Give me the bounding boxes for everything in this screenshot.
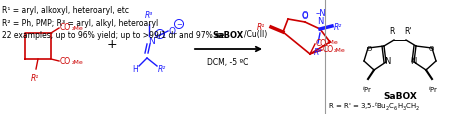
Text: ₂Me: ₂Me xyxy=(334,47,346,52)
Text: 22 examples; up to 96% yield; up to >99/1 dr and 97% ee: 22 examples; up to 96% yield; up to >99/… xyxy=(2,31,224,40)
Text: $^i$Pr: $^i$Pr xyxy=(362,84,373,95)
Text: ₂Me: ₂Me xyxy=(72,25,84,30)
Text: R³: R³ xyxy=(145,11,153,20)
Text: R¹: R¹ xyxy=(257,23,265,32)
Text: R³: R³ xyxy=(314,48,322,57)
Text: –N: –N xyxy=(316,8,327,17)
Text: CO: CO xyxy=(323,45,334,54)
Text: SaBOX: SaBOX xyxy=(212,30,244,39)
Text: ₂Me: ₂Me xyxy=(72,59,84,64)
Text: N: N xyxy=(149,36,155,45)
Text: R¹: R¹ xyxy=(31,73,39,82)
Text: O: O xyxy=(168,27,175,36)
Text: CO: CO xyxy=(60,57,71,66)
Text: R²: R² xyxy=(334,22,342,31)
Text: CO: CO xyxy=(316,38,327,47)
Text: /Cu(II): /Cu(II) xyxy=(244,30,267,39)
Text: −: − xyxy=(176,22,182,28)
Text: O: O xyxy=(366,46,372,52)
Text: $^i$Pr: $^i$Pr xyxy=(428,84,438,95)
Text: N: N xyxy=(410,57,416,66)
Text: N: N xyxy=(317,17,323,26)
Text: +: + xyxy=(157,32,163,37)
Text: N: N xyxy=(384,57,390,66)
Text: R: R xyxy=(389,26,395,35)
Text: ₂Me: ₂Me xyxy=(327,40,339,45)
Text: O: O xyxy=(301,10,308,19)
Text: SaBOX: SaBOX xyxy=(383,92,417,101)
Text: R² = Ph, PMP; R³ = aryl, alkyl, heteroaryl: R² = Ph, PMP; R³ = aryl, alkyl, heteroar… xyxy=(2,18,158,27)
Text: R²: R² xyxy=(158,65,166,74)
Text: R¹ = aryl, alkoxyl, heteroaryl, etc: R¹ = aryl, alkoxyl, heteroaryl, etc xyxy=(2,5,129,14)
Text: O: O xyxy=(428,46,434,52)
Text: +: + xyxy=(107,38,117,51)
Text: H: H xyxy=(132,65,138,74)
Text: R = R' = 3,5-$^t$Bu$_2$C$_6$H$_3$CH$_2$: R = R' = 3,5-$^t$Bu$_2$C$_6$H$_3$CH$_2$ xyxy=(328,100,421,112)
Text: DCM, -5 ºC: DCM, -5 ºC xyxy=(207,57,249,66)
Text: CO: CO xyxy=(60,23,71,32)
Text: O: O xyxy=(301,11,308,20)
Text: R': R' xyxy=(404,26,412,35)
